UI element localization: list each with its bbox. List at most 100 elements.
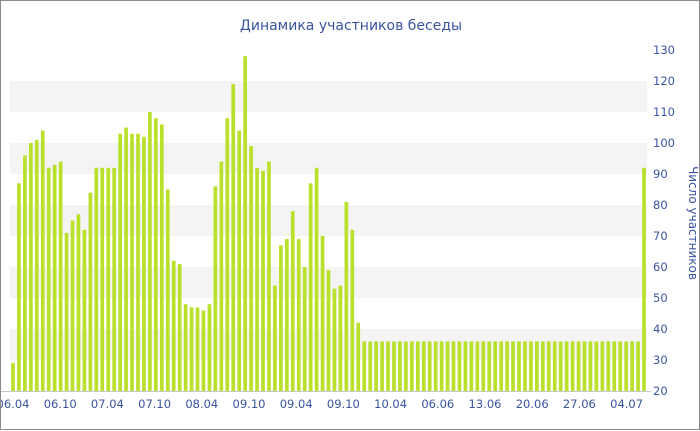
bar — [11, 363, 15, 391]
bar — [130, 133, 134, 391]
bar — [273, 285, 277, 391]
y-tick-label: 120 — [653, 74, 675, 88]
bar — [570, 341, 575, 391]
x-tick-label: 09.10 — [233, 397, 266, 411]
bar — [439, 341, 444, 391]
bar — [362, 341, 367, 391]
x-tick-label: 09.10 — [327, 397, 360, 411]
bar — [398, 341, 402, 391]
bar — [338, 285, 343, 391]
bar — [558, 341, 563, 391]
bar — [630, 341, 634, 391]
x-tick-label: 07.10 — [138, 397, 171, 411]
bar — [284, 239, 289, 391]
bar — [380, 341, 384, 391]
bar — [642, 167, 646, 391]
x-tick-label: 06.10 — [44, 397, 77, 411]
bar — [94, 167, 99, 391]
x-tick-label: 08.04 — [185, 397, 218, 411]
bar — [290, 211, 295, 391]
bar — [255, 167, 259, 391]
bar — [552, 341, 557, 391]
bar — [76, 214, 81, 391]
bar — [546, 341, 551, 391]
bar — [606, 341, 611, 391]
bar — [463, 341, 468, 391]
bar — [154, 118, 158, 391]
bar — [112, 167, 117, 391]
bar — [23, 155, 27, 391]
bar — [100, 167, 105, 391]
x-tick-label: 06.06 — [421, 397, 454, 411]
bar — [64, 232, 69, 391]
bar — [237, 130, 242, 391]
bar — [612, 341, 617, 391]
y-tick-label: 90 — [653, 167, 668, 181]
bar — [106, 167, 111, 391]
x-tick-label: 09.04 — [280, 397, 313, 411]
y-tick-label: 100 — [653, 136, 675, 150]
y-tick-label: 60 — [653, 260, 668, 274]
bar — [148, 112, 152, 391]
bar — [517, 341, 521, 391]
grid-band — [10, 205, 647, 236]
bar — [326, 270, 331, 391]
bar — [421, 341, 426, 391]
x-axis-ticks: 06.04 06.10 07.04 07.10 08.04 09.10 09.04 09.10… — [1, 397, 643, 411]
y-tick-label: 50 — [653, 291, 668, 305]
bar — [344, 201, 349, 391]
y-tick-label: 20 — [653, 384, 668, 398]
bar — [58, 161, 63, 391]
y-tick-label: 130 — [653, 43, 675, 57]
bar — [386, 341, 390, 391]
bar — [171, 260, 176, 391]
bar — [124, 127, 128, 391]
y-axis-ticks: 20 30 40 50 60 70 80 90 100 110 120 130 — [653, 43, 675, 398]
bar — [231, 84, 236, 391]
bar — [195, 307, 200, 391]
bar — [540, 341, 545, 391]
bar — [457, 341, 462, 391]
x-tick-label: 04.07 — [610, 397, 643, 411]
bar — [296, 239, 301, 391]
grid-band — [10, 143, 647, 174]
bar — [636, 341, 640, 391]
bar — [475, 341, 480, 391]
bar — [499, 341, 503, 391]
bar — [183, 304, 188, 391]
x-tick-label: 13.06 — [469, 397, 502, 411]
bar — [368, 341, 373, 391]
bar — [302, 267, 307, 391]
bar — [249, 146, 253, 391]
x-tick-label: 10.04 — [374, 397, 407, 411]
bar — [374, 341, 378, 391]
bar — [225, 118, 230, 391]
x-tick-label: 06.04 — [1, 397, 29, 411]
y-tick-label: 70 — [653, 229, 668, 243]
bar — [582, 341, 587, 391]
bar — [17, 183, 21, 391]
bar — [118, 133, 122, 391]
bar — [201, 310, 206, 391]
bar — [487, 341, 492, 391]
bar — [594, 341, 599, 391]
bars-group — [11, 56, 646, 392]
bar — [564, 341, 569, 391]
bar — [535, 341, 539, 391]
bar — [433, 341, 438, 391]
bar — [415, 341, 420, 391]
bar — [588, 341, 593, 391]
y-tick-label: 40 — [653, 322, 668, 336]
bar — [177, 263, 182, 391]
grid-band — [10, 81, 647, 112]
bar — [505, 341, 509, 391]
bar — [618, 341, 623, 391]
y-tick-label: 110 — [653, 105, 675, 119]
y-axis-label: Число участников — [686, 166, 700, 280]
bar — [600, 341, 605, 391]
y-tick-label: 80 — [653, 198, 668, 212]
bar — [523, 341, 527, 391]
bar — [34, 139, 39, 391]
